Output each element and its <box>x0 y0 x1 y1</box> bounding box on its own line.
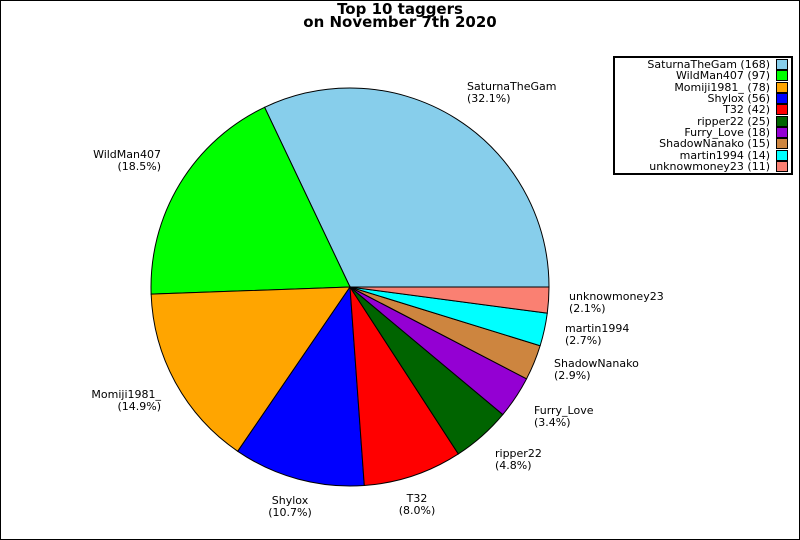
pie-label-unknowmoney23: unknowmoney23 (2.1%) <box>569 290 664 315</box>
legend-color-swatch <box>776 138 788 150</box>
legend-entry: SaturnaTheGam (168) <box>617 58 788 72</box>
legend-entry-label: T32 (42) <box>723 103 770 117</box>
legend-color-swatch <box>776 104 788 116</box>
pie-label-martin1994: martin1994 (2.7%) <box>565 322 629 347</box>
pie-slice-unknowmoney23 <box>349 286 550 314</box>
chart-title-line2: on November 7th 2020 <box>303 13 497 31</box>
pie-label-ripper22: ripper22 (4.8%) <box>495 447 542 472</box>
legend-entry-label: ripper22 (25) <box>697 114 770 128</box>
chart-title-line1: Top 10 taggers <box>337 0 463 18</box>
legend-color-swatch <box>776 160 788 172</box>
pie-label-T32: T32 (8.0%) <box>399 492 436 517</box>
legend-entry-label: ShadowNanako (15) <box>659 137 770 151</box>
pie-label-percent: (14.9%) <box>117 400 161 413</box>
legend: SaturnaTheGam (168) WildMan407 (97) Momiji… <box>613 56 793 175</box>
legend-entry-label: martin1994 (14) <box>679 148 770 162</box>
pie-label-percent: (2.1%) <box>569 302 606 315</box>
legend-entry: Shylox (56) <box>617 92 788 106</box>
legend-entry-label: Shylox (56) <box>707 92 771 106</box>
pie-label-Shylox: Shylox (10.7%) <box>268 494 312 519</box>
pie-label-percent: (2.7%) <box>565 334 602 347</box>
legend-color-swatch <box>776 126 788 138</box>
legend-entry: Momiji1981_ (78) <box>617 80 788 94</box>
pie-slice-SaturnaTheGam <box>263 87 550 288</box>
legend-entry: T32 (42) <box>617 103 788 117</box>
chart-title: Top 10 taggers on November 7th 2020 <box>1 0 799 31</box>
legend-entry-label: Momiji1981_ (78) <box>674 80 770 94</box>
legend-color-swatch <box>776 149 788 161</box>
legend-entry: ripper22 (25) <box>617 114 788 128</box>
pie-slice-T32 <box>349 286 460 487</box>
legend-entry: Furry_Love (18) <box>617 125 788 139</box>
pie-label-SaturnaTheGam: SaturnaTheGam (32.1%) <box>467 80 557 105</box>
pie-label-ShadowNanako: ShadowNanako (2.9%) <box>554 357 639 382</box>
legend-entry-label: Furry_Love (18) <box>684 125 770 139</box>
legend-color-swatch <box>776 115 788 127</box>
pie-label-percent: (3.4%) <box>534 416 571 429</box>
legend-entry: martin1994 (14) <box>617 148 788 162</box>
legend-color-swatch <box>776 70 788 82</box>
pie-slice-Momiji1981_ <box>150 286 351 452</box>
pie-label-Momiji1981_: Momiji1981_ (14.9%) <box>91 388 161 413</box>
legend-entry: ShadowNanako (15) <box>617 137 788 151</box>
pie-label-percent: (32.1%) <box>467 92 511 105</box>
pie-label-percent: (10.7%) <box>268 506 312 519</box>
pie-label-WildMan407: WildMan407 (18.5%) <box>93 148 161 173</box>
legend-entry: unknowmoney23 (11) <box>617 159 788 173</box>
legend-color-swatch <box>776 81 788 93</box>
legend-color-swatch <box>776 59 788 71</box>
legend-color-swatch <box>776 93 788 105</box>
pie-label-percent: (18.5%) <box>117 160 161 173</box>
legend-entry: WildMan407 (97) <box>617 69 788 83</box>
pie-label-percent: (4.8%) <box>495 459 532 472</box>
pie-label-percent: (2.9%) <box>554 369 591 382</box>
legend-entry-label: unknowmoney23 (11) <box>649 159 770 173</box>
pie-slice-WildMan407 <box>150 106 351 295</box>
legend-entry-label: WildMan407 (97) <box>675 69 770 83</box>
pie-label-Furry_Love: Furry_Love (3.4%) <box>534 404 594 429</box>
legend-entry-label: SaturnaTheGam (168) <box>647 58 770 72</box>
pie-label-percent: (8.0%) <box>399 504 436 517</box>
pie-slice-Shylox <box>237 285 365 487</box>
